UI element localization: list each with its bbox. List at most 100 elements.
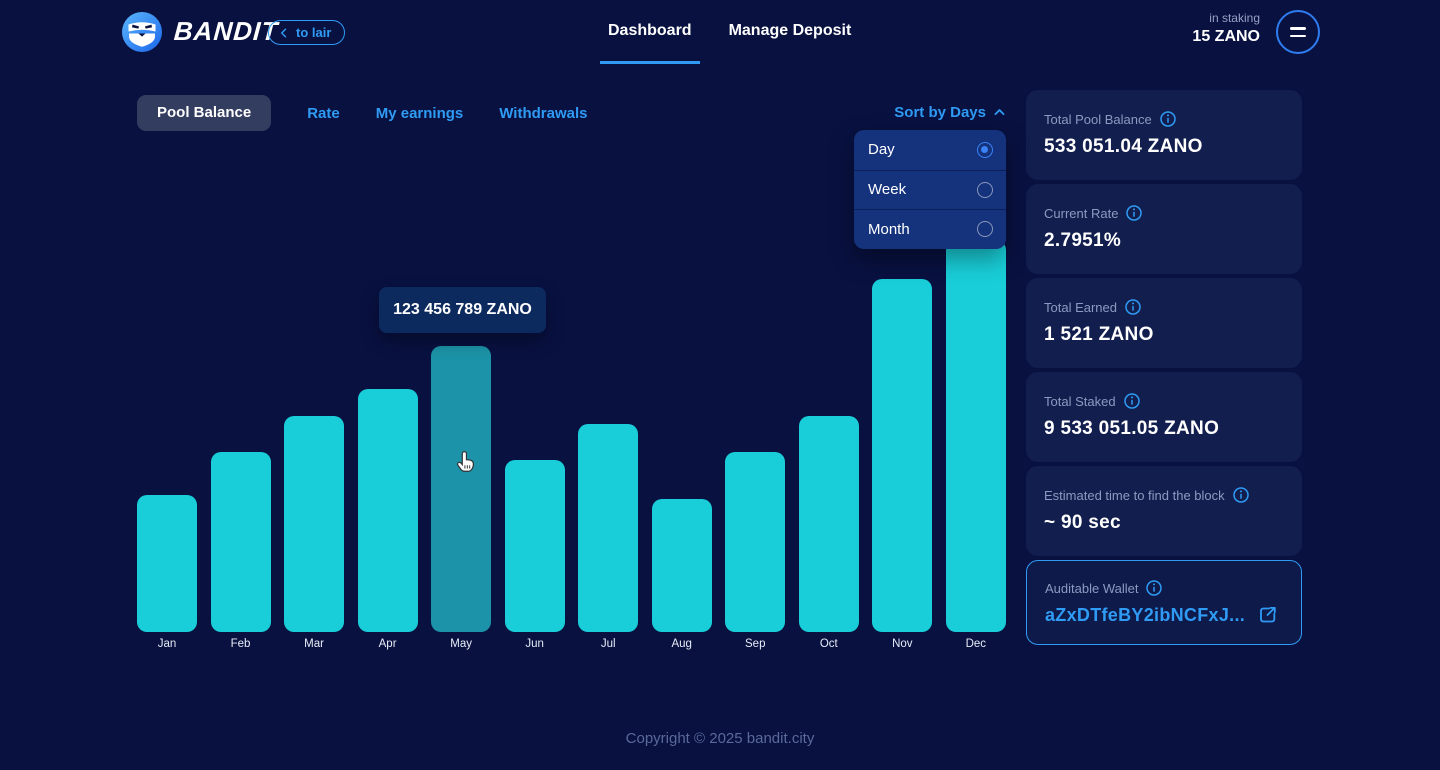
- card-label: Estimated time to find the block: [1044, 487, 1225, 503]
- info-icon[interactable]: [1232, 487, 1249, 503]
- main-nav: Dashboard Manage Deposit: [600, 0, 859, 64]
- bar-column: Jul: [578, 140, 639, 650]
- chevron-left-icon: [281, 28, 287, 37]
- bar-mar[interactable]: [284, 416, 345, 632]
- bar-column: Jan: [137, 140, 197, 650]
- tab-my-earnings[interactable]: My earnings: [375, 104, 464, 122]
- footer-copyright: Copyright © 2025 bandit.city: [625, 730, 815, 747]
- staking-value: 15 ZANO: [1192, 28, 1260, 45]
- card-estimated-block-time: Estimated time to find the block ~ 90 se…: [1026, 466, 1302, 556]
- sort-options-menu: Day Week Month: [854, 130, 1006, 249]
- x-axis-label: Aug: [671, 638, 692, 650]
- staking-label: in staking: [1209, 11, 1260, 25]
- radio-selected-icon[interactable]: [977, 141, 993, 158]
- card-value: 1 521 ZANO: [1044, 324, 1154, 345]
- wallet-address-link[interactable]: aZxDTfeBY2ibNCFxJ...: [1045, 604, 1246, 625]
- bar-jan[interactable]: [137, 495, 197, 632]
- info-icon[interactable]: [1125, 299, 1141, 315]
- bar-oct[interactable]: [798, 416, 859, 632]
- sort-by-dropdown-toggle[interactable]: Sort by Days: [854, 104, 1006, 121]
- tab-withdrawals[interactable]: Withdrawals: [499, 104, 588, 122]
- sort-option-week[interactable]: Week: [854, 169, 1006, 210]
- bar-column: Sep: [725, 140, 786, 650]
- bar-dec[interactable]: [945, 240, 1006, 632]
- x-axis-label: Sep: [745, 638, 766, 650]
- info-icon[interactable]: [1126, 205, 1143, 221]
- card-label: Current Rate: [1044, 205, 1119, 221]
- x-axis-label: Jan: [157, 638, 177, 650]
- sort-option-label: Day: [868, 141, 895, 159]
- stats-sidebar: Total Pool Balance 533 051.04 ZANO Curre…: [1026, 90, 1302, 649]
- card-value: 9 533 051.05 ZANO: [1044, 418, 1220, 439]
- card-value: 533 051.04 ZANO: [1044, 136, 1203, 157]
- x-axis-label: Apr: [378, 638, 397, 650]
- card-current-rate: Current Rate 2.7951%: [1026, 184, 1302, 274]
- card-label: Auditable Wallet: [1045, 580, 1139, 596]
- bar-tooltip: 123 456 789 ZANO: [379, 287, 546, 333]
- card-auditable-wallet: Auditable Wallet aZxDTfeBY2ibNCFxJ...: [1026, 560, 1302, 645]
- radio-icon[interactable]: [977, 181, 993, 198]
- sort-by-label: Sort by Days: [894, 104, 986, 121]
- bar-column: Jun: [504, 140, 565, 650]
- x-axis-label: May: [450, 638, 472, 650]
- bandit-logo-icon[interactable]: [122, 12, 162, 52]
- bar-column: May: [431, 140, 492, 650]
- menu-icon-line: [1290, 34, 1306, 37]
- to-lair-button[interactable]: to lair: [268, 20, 346, 45]
- sort-option-day[interactable]: Day: [854, 130, 1006, 170]
- sort-option-label: Month: [868, 220, 910, 238]
- nav-item-dashboard[interactable]: Dashboard: [600, 0, 700, 64]
- menu-button[interactable]: [1276, 10, 1320, 54]
- bar-apr[interactable]: [357, 389, 418, 632]
- hand-cursor-icon: [456, 451, 475, 472]
- card-label: Total Pool Balance: [1044, 111, 1152, 127]
- x-axis-label: Jun: [525, 638, 544, 650]
- card-value: 2.7951%: [1044, 230, 1122, 251]
- x-axis-label: Feb: [230, 638, 251, 650]
- bar-sep[interactable]: [725, 452, 786, 632]
- x-axis-label: Oct: [819, 638, 838, 650]
- card-value: ~ 90 sec: [1044, 512, 1121, 533]
- bar-column: Feb: [210, 140, 271, 650]
- bar-column: Mar: [284, 140, 345, 650]
- bar-aug[interactable]: [651, 499, 712, 632]
- bar-column: Apr: [357, 140, 418, 650]
- bar-column: Dec: [945, 140, 1006, 650]
- bar-chart: Jan Feb Mar Apr May Jun Jul Aug Sep Oct Nov Dec: [137, 140, 1006, 650]
- card-total-earned: Total Earned 1 521 ZANO: [1026, 278, 1302, 368]
- staking-summary: in staking 15 ZANO: [1192, 11, 1260, 46]
- bar-column: Nov: [872, 140, 933, 650]
- bar-column: Aug: [651, 140, 712, 650]
- menu-icon: [1290, 27, 1306, 30]
- info-icon[interactable]: [1123, 393, 1140, 409]
- external-link-icon[interactable]: [1257, 604, 1279, 626]
- x-axis-label: Nov: [892, 638, 913, 650]
- card-label: Total Earned: [1044, 299, 1117, 315]
- bar-may[interactable]: [431, 346, 492, 632]
- x-axis-label: Mar: [304, 638, 324, 650]
- card-label: Total Staked: [1044, 393, 1116, 409]
- header: BANDIT to lair Dashboard Manage Deposit …: [0, 0, 1440, 64]
- x-axis-label: Jul: [600, 638, 616, 650]
- sort-option-month[interactable]: Month: [854, 209, 1006, 249]
- sort-option-label: Week: [868, 181, 907, 199]
- chevron-up-icon: [994, 109, 1005, 116]
- to-lair-label: to lair: [296, 25, 332, 40]
- bar-nov[interactable]: [872, 279, 933, 632]
- card-total-staked: Total Staked 9 533 051.05 ZANO: [1026, 372, 1302, 462]
- radio-icon[interactable]: [977, 221, 993, 238]
- chart-tabs: Pool Balance Rate My earnings Withdrawal…: [137, 95, 587, 131]
- bar-feb[interactable]: [210, 452, 271, 632]
- card-total-pool-balance: Total Pool Balance 533 051.04 ZANO: [1026, 90, 1302, 180]
- bar-column: Oct: [798, 140, 859, 650]
- x-axis-label: Dec: [965, 638, 987, 650]
- tab-pool-balance[interactable]: Pool Balance: [137, 95, 272, 131]
- bar-jun[interactable]: [504, 460, 565, 632]
- info-icon[interactable]: [1159, 111, 1176, 127]
- tab-rate[interactable]: Rate: [307, 104, 340, 122]
- bar-jul[interactable]: [578, 424, 639, 632]
- info-icon[interactable]: [1146, 580, 1163, 596]
- brand-wordmark: BANDIT: [172, 16, 280, 46]
- nav-item-manage-deposit[interactable]: Manage Deposit: [728, 22, 852, 39]
